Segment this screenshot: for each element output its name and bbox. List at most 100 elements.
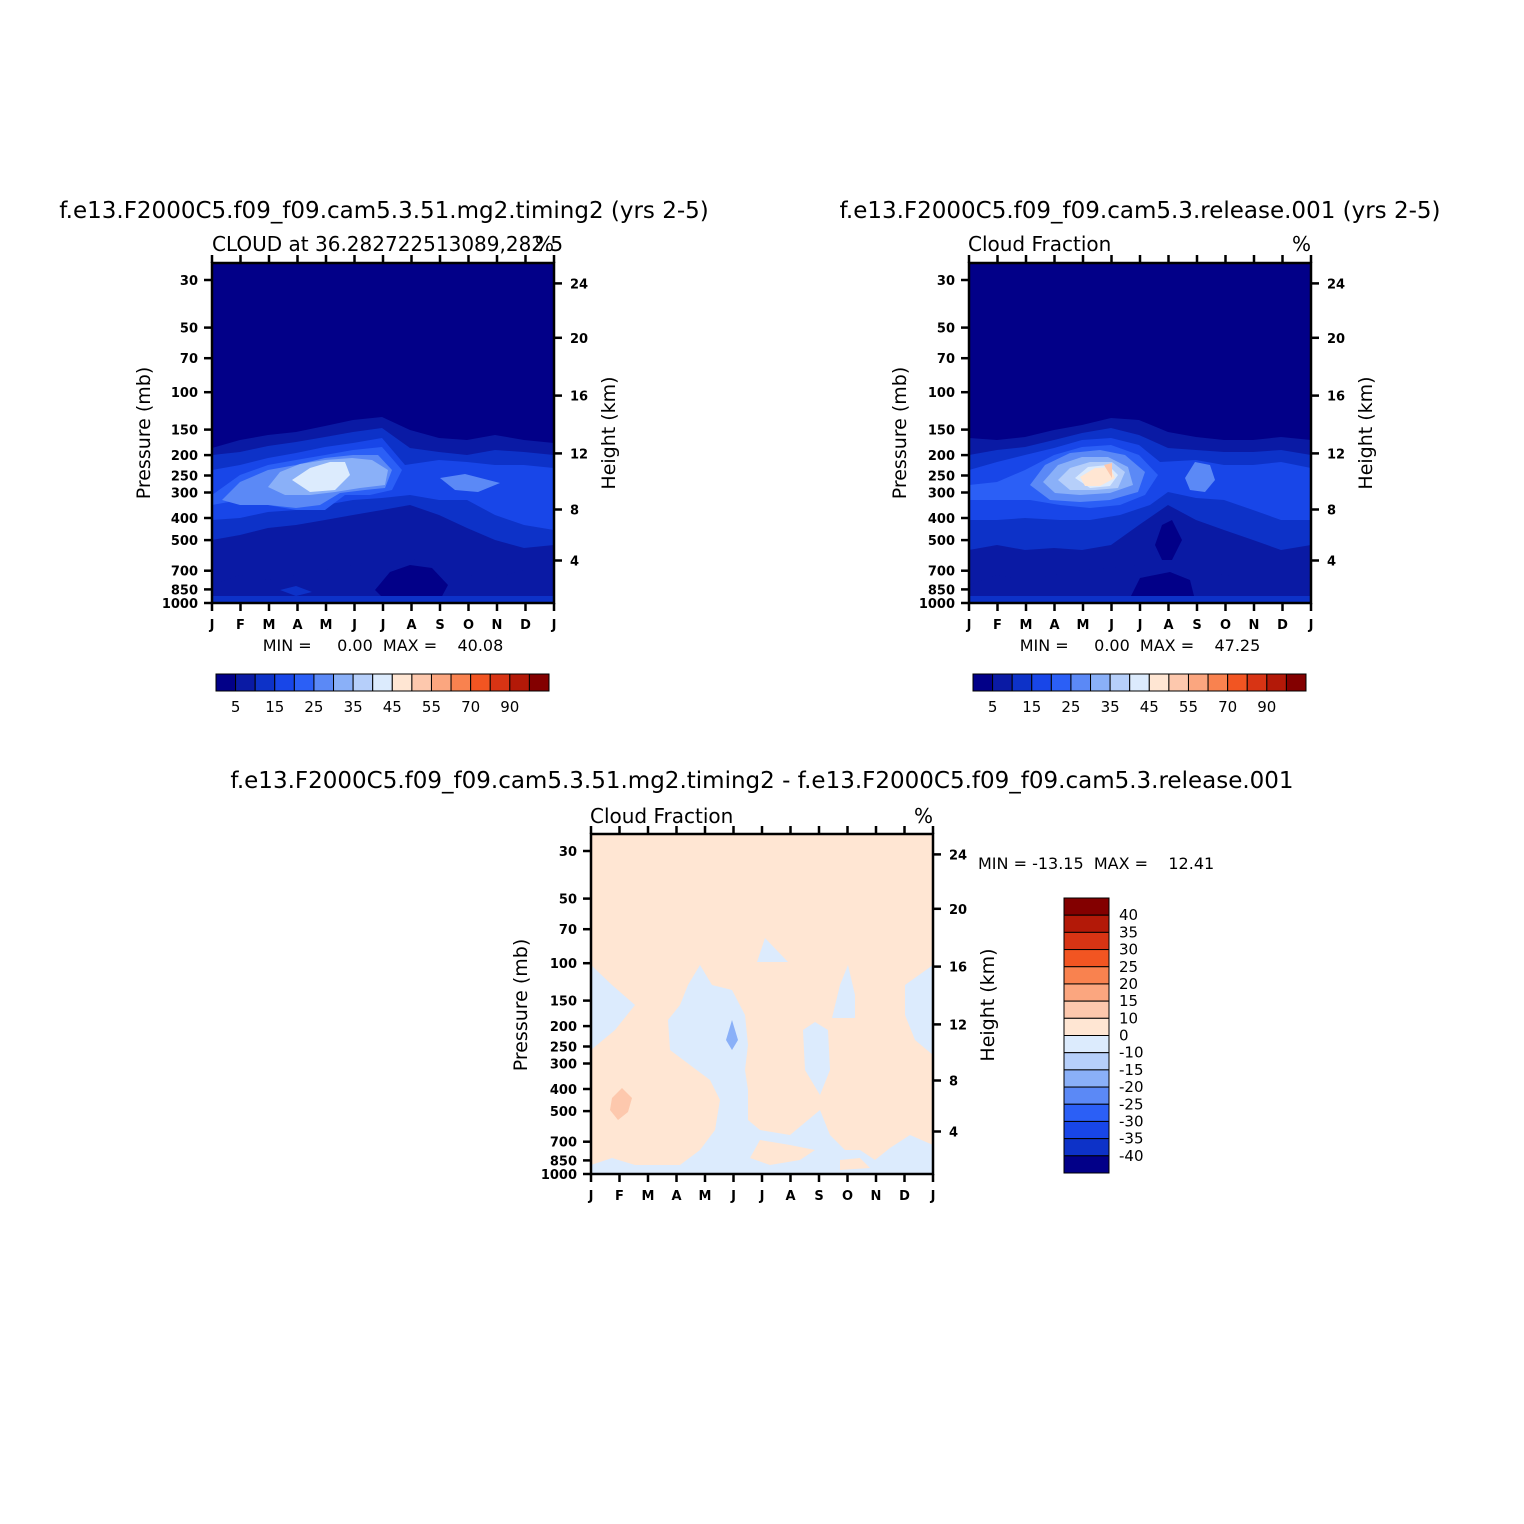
panel-3-axes: J F M A M J J A S O N D J 30 50 70 100 150 200 250 300 400 500… [541, 826, 967, 1204]
colorbar-swatch [972, 673, 994, 692]
colorbar-label: 90 [500, 698, 519, 716]
colorbar-swatch [1063, 1069, 1110, 1088]
x-tick-label: A [671, 1189, 681, 1204]
y-right-tick-label: 24 [570, 277, 588, 292]
colorbar-label: -10 [1119, 1044, 1144, 1062]
colorbar-swatch [1246, 673, 1268, 692]
x-tick-label: J [1137, 618, 1143, 633]
x-tick-label: M [642, 1189, 655, 1204]
colorbar-swatch [1050, 673, 1072, 692]
colorbar-swatch [215, 673, 237, 692]
colorbar-swatch [992, 673, 1013, 692]
y-tick-label: 250 [171, 470, 198, 485]
colorbar-label: 70 [1218, 698, 1237, 716]
panel-1-axes: J F M A M J J A S O N D J 30 50 70 100 150 200 250 300 400 500… [162, 255, 588, 633]
colorbar-label: -40 [1119, 1147, 1144, 1165]
panel-3-neg-3 [757, 938, 788, 962]
y-tick-label: 70 [559, 923, 577, 938]
panel-2-contour-10 [1104, 463, 1112, 478]
panel-1-colorbar: 5 15 25 35 45 55 70 90 [215, 673, 550, 716]
colorbar-label: 25 [1061, 698, 1080, 716]
x-tick-label: J [551, 618, 557, 633]
panel-2-plot [967, 261, 1313, 605]
colorbar-label: 20 [1119, 975, 1138, 993]
panel-1-subtitle-left: CLOUD at 36.282722513089,282.5 [212, 232, 563, 256]
colorbar-label: 15 [265, 698, 284, 716]
x-tick-label: A [292, 618, 302, 633]
colorbar-swatch [450, 673, 472, 692]
y-right-tick-label: 20 [570, 332, 588, 347]
panel-2-surface-band [969, 596, 1311, 603]
y-right-tick-label: 16 [570, 390, 588, 405]
y-right-tick-label: 4 [570, 555, 579, 570]
y-tick-label: 400 [171, 512, 198, 527]
panel-2-subtitle-left: Cloud Fraction [968, 232, 1111, 256]
colorbar-label: 45 [1140, 698, 1159, 716]
panel-3-subtitle-left: Cloud Fraction [590, 804, 733, 828]
panel-1-ylabel: Pressure (mb) [133, 367, 155, 500]
x-tick-label: F [236, 618, 245, 633]
x-tick-label: A [1049, 618, 1059, 633]
panel-3-neg-1 [591, 965, 635, 1050]
panel-2-colorbar: 5 15 25 35 45 55 70 90 [972, 673, 1307, 716]
x-tick-label: J [759, 1189, 765, 1204]
colorbar-swatch [254, 673, 276, 692]
colorbar-label: 10 [1119, 1009, 1138, 1027]
x-tick-label: O [842, 1189, 853, 1204]
colorbar-swatch [1187, 673, 1209, 692]
colorbar-swatch [372, 673, 393, 692]
panel-2: f.e13.F2000C5.f09_f09.cam5.3.release.001… [839, 198, 1440, 716]
colorbar-swatch [489, 673, 511, 692]
colorbar-label: 30 [1119, 941, 1138, 959]
panel-3-stats: MIN = -13.15 MAX = 12.41 [978, 854, 1214, 873]
colorbar-swatch [1227, 673, 1248, 692]
y-tick-label: 50 [937, 322, 955, 337]
y-tick-label: 1000 [919, 597, 955, 612]
panel-2-ylabel: Pressure (mb) [889, 367, 911, 500]
panel-3-pos-1 [610, 1088, 632, 1120]
y-tick-label: 30 [180, 274, 198, 289]
y-tick-label: 200 [928, 449, 955, 464]
panel-1-title: f.e13.F2000C5.f09_f09.cam5.3.51.mg2.timi… [59, 198, 709, 224]
colorbar-label: 15 [1119, 992, 1138, 1010]
x-tick-label: D [899, 1189, 910, 1204]
x-tick-label: J [930, 1189, 936, 1204]
colorbar-swatch [391, 673, 413, 692]
colorbar-swatch [509, 673, 530, 692]
colorbar-label: 35 [1101, 698, 1120, 716]
y-right-tick-label: 24 [1327, 277, 1345, 292]
panel-2-contour-5b [1185, 462, 1215, 492]
panel-2-subtitle-right: % [1292, 232, 1311, 256]
panel-1-plot [210, 261, 556, 605]
colorbar-label: 55 [422, 698, 441, 716]
colorbar-swatch [430, 673, 452, 692]
y-right-tick-label: 12 [949, 1018, 967, 1033]
y-tick-label: 100 [171, 386, 198, 401]
colorbar-swatch [411, 673, 432, 692]
colorbar-label: -35 [1119, 1130, 1144, 1148]
colorbar-swatch [1285, 673, 1307, 692]
panel-1-contour-low-3 [280, 586, 312, 596]
x-tick-label: M [1077, 618, 1090, 633]
x-tick-label: S [814, 1189, 823, 1204]
colorbar-swatch [1063, 914, 1110, 933]
colorbar-swatch [1063, 1035, 1110, 1054]
panel-3-background-fill [591, 834, 933, 1174]
y-right-tick-label: 24 [949, 848, 967, 863]
panel-2-stats: MIN = 0.00 MAX = 47.25 [1020, 636, 1261, 655]
panel-3-surface-band [591, 1170, 933, 1174]
colorbar-swatch [1168, 673, 1189, 692]
x-tick-label: J [730, 1189, 736, 1204]
x-tick-label: A [785, 1189, 795, 1204]
y-right-tick-label: 8 [1327, 504, 1336, 519]
colorbar-swatch [1109, 673, 1131, 692]
y-tick-label: 700 [550, 1136, 577, 1151]
x-tick-label: M [1020, 618, 1033, 633]
colorbar-label: 55 [1179, 698, 1198, 716]
colorbar-swatch [293, 673, 315, 692]
x-tick-label: A [406, 618, 416, 633]
x-tick-label: F [993, 618, 1002, 633]
colorbar-swatch [1063, 949, 1110, 968]
y-tick-label: 250 [550, 1041, 577, 1056]
x-tick-label: A [1163, 618, 1173, 633]
